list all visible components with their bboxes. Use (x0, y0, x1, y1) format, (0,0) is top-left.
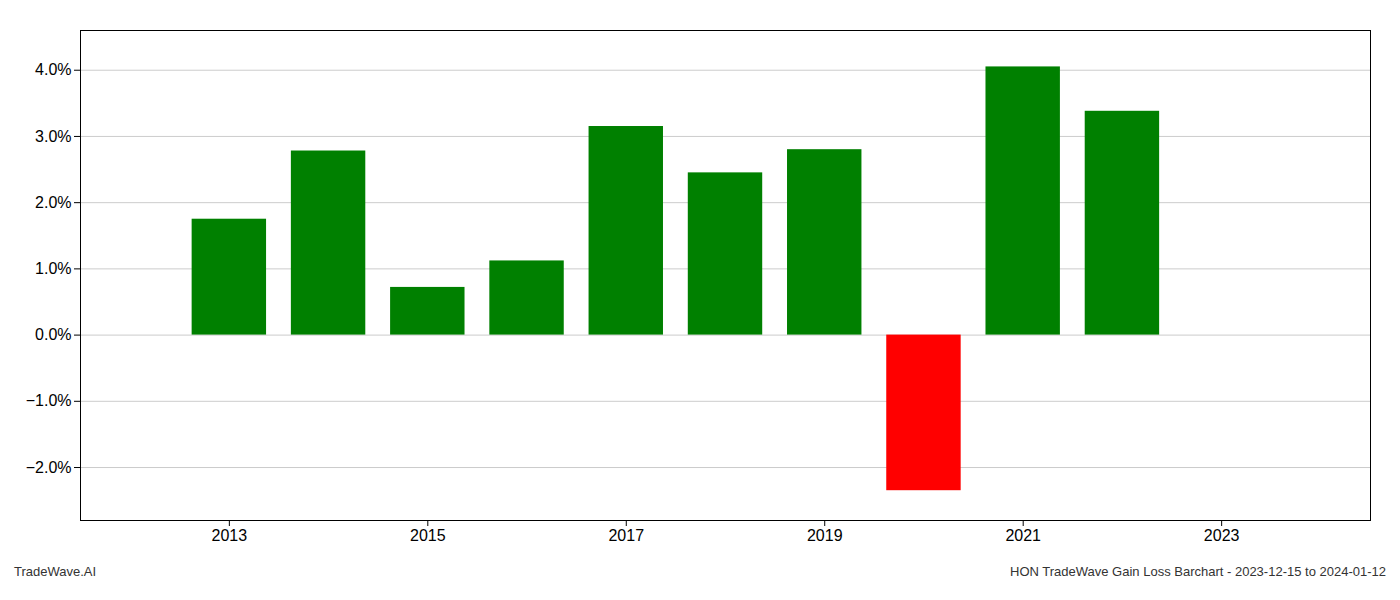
svg-text:2013: 2013 (212, 527, 248, 544)
svg-text:2.0%: 2.0% (35, 194, 71, 211)
svg-text:0.0%: 0.0% (35, 326, 71, 343)
svg-text:2023: 2023 (1204, 527, 1240, 544)
svg-text:−2.0%: −2.0% (26, 459, 72, 476)
svg-text:3.0%: 3.0% (35, 128, 71, 145)
svg-text:2015: 2015 (410, 527, 446, 544)
svg-text:−1.0%: −1.0% (26, 392, 72, 409)
svg-text:2017: 2017 (608, 527, 644, 544)
svg-text:2021: 2021 (1005, 527, 1041, 544)
html-text:TradeWave.AI: TradeWave.AI (14, 564, 97, 579)
svg-text:4.0%: 4.0% (35, 61, 71, 78)
svg-text:1.0%: 1.0% (35, 260, 71, 277)
svg-text:2019: 2019 (807, 527, 843, 544)
html-text:HON TradeWave Gain Loss Barcha: HON TradeWave Gain Loss Barchart - 2023-… (1010, 564, 1386, 579)
